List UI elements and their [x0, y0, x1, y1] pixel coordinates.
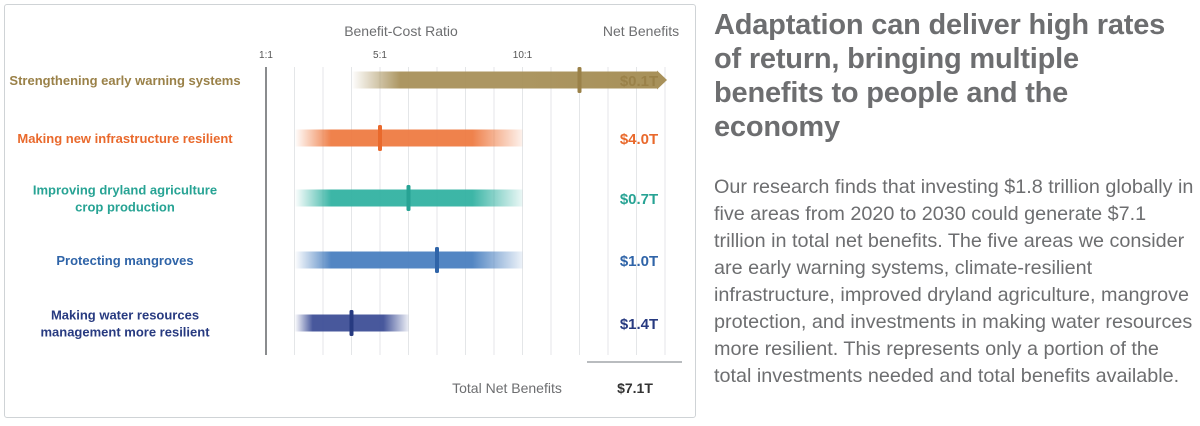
category-label: Making new infrastructure resilient	[17, 131, 233, 146]
tick-label: 5:1	[373, 50, 387, 61]
gridlines	[265, 67, 666, 355]
article-panel: Adaptation can deliver high rates of ret…	[714, 8, 1194, 390]
category-label: Improving dryland agriculture	[33, 183, 217, 198]
net-benefits-header: Net Benefits	[603, 23, 679, 39]
range-bar	[294, 129, 523, 147]
net-benefit-value: $0.7T	[620, 191, 658, 208]
category-label: Strengthening early warning systems	[9, 73, 240, 88]
category-labels: Strengthening early warning systems Makin…	[9, 73, 240, 340]
article-headline: Adaptation can deliver high rates of ret…	[714, 9, 1166, 143]
chart-canvas: Benefit-Cost Ratio Net Benefits 1:1 5:1 10…	[9, 23, 682, 396]
total-net-benefits-value: $7.1T	[617, 380, 653, 396]
midpoint-marker	[435, 247, 439, 273]
benefit-cost-chart: Benefit-Cost Ratio Net Benefits 1:1 5:1 10…	[4, 4, 696, 418]
range-bar-arrow	[657, 70, 667, 90]
midpoint-marker	[406, 185, 411, 211]
range-bars	[294, 67, 667, 336]
range-bar	[351, 71, 657, 89]
axis-title: Benefit-Cost Ratio	[344, 23, 458, 39]
category-label: Protecting mangroves	[56, 253, 193, 268]
midpoint-marker	[577, 67, 582, 93]
net-benefit-value: $1.0T	[620, 253, 658, 270]
total-net-benefits-label: Total Net Benefits	[452, 380, 562, 396]
axis-ticks: 1:1 5:1 10:1	[259, 50, 533, 61]
net-benefit-value: $0.1T	[620, 73, 658, 90]
tick-label: 1:1	[259, 50, 273, 61]
range-bar	[294, 251, 523, 269]
category-label: crop production	[75, 200, 175, 215]
article-body: Our research finds that investing $1.8 t…	[714, 176, 1194, 387]
category-label: Making water resources	[51, 308, 199, 323]
net-benefit-values: $0.1T $4.0T $0.7T $1.0T $1.4T	[620, 73, 658, 333]
midpoint-marker	[349, 310, 354, 336]
midpoint-marker	[378, 125, 382, 151]
tick-label: 10:1	[513, 50, 533, 61]
net-benefit-value: $4.0T	[620, 131, 658, 148]
net-benefit-value: $1.4T	[620, 316, 658, 333]
category-label: management more resilient	[40, 325, 210, 340]
